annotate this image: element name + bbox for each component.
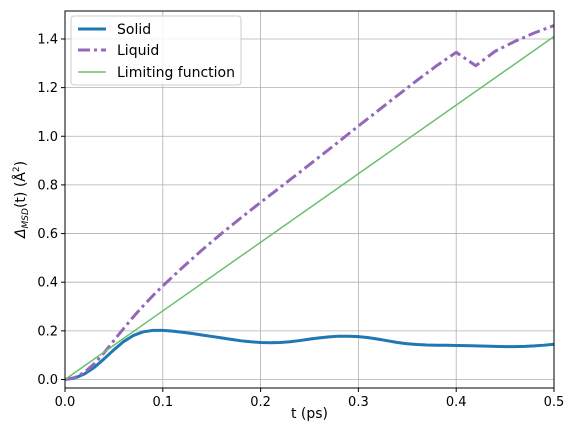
x-tick-label: 0.2 bbox=[250, 395, 271, 410]
y-tick-label: 0.2 bbox=[37, 324, 58, 339]
x-tick-label: 0.0 bbox=[55, 395, 76, 410]
y-tick-label: 0.8 bbox=[37, 178, 58, 193]
series-line-liquid bbox=[64, 24, 555, 381]
x-tick-label: 0.4 bbox=[446, 395, 467, 410]
y-tick-label: 1.2 bbox=[37, 81, 58, 96]
x-axis-label: t (ps) bbox=[291, 406, 328, 422]
y-axis-label-symbol: Δ bbox=[13, 228, 29, 239]
legend-label-solid: Solid bbox=[117, 22, 151, 38]
y-axis-label-superscript: 2 bbox=[12, 166, 22, 172]
y-axis-label-tail: (t) (Å bbox=[12, 172, 29, 208]
y-tick-label: 1.0 bbox=[37, 130, 58, 145]
y-tick-label: 0.4 bbox=[37, 276, 58, 291]
series-line-solid bbox=[64, 328, 555, 381]
y-axis-label-subscript: MSD bbox=[21, 208, 31, 228]
x-tick-label: 0.5 bbox=[544, 395, 565, 410]
legend-label-liquid: Liquid bbox=[117, 43, 159, 59]
series-line-limiting-function bbox=[64, 35, 555, 381]
plot-frame bbox=[64, 10, 555, 389]
legend: Solid Liquid Limiting function bbox=[70, 15, 242, 86]
legend-label-limiting-function: Limiting function bbox=[117, 65, 235, 81]
x-tick-label: 0.3 bbox=[348, 395, 369, 410]
y-axis-label: ΔMSD(t) (Å2) bbox=[12, 161, 31, 239]
series-group bbox=[64, 24, 555, 381]
x-axis-ticks: 0.0 0.1 0.2 0.3 0.4 0.5 bbox=[55, 388, 565, 410]
x-tick-label: 0.1 bbox=[152, 395, 173, 410]
y-axis-ticks: 0.0 0.2 0.4 0.6 0.8 1.0 1.2 1.4 bbox=[37, 32, 65, 388]
legend-box bbox=[70, 15, 242, 86]
y-tick-label: 1.4 bbox=[37, 32, 58, 47]
y-axis-label-close: ) bbox=[13, 161, 29, 166]
y-tick-label: 0.0 bbox=[37, 373, 58, 388]
y-tick-label: 0.6 bbox=[37, 227, 58, 242]
